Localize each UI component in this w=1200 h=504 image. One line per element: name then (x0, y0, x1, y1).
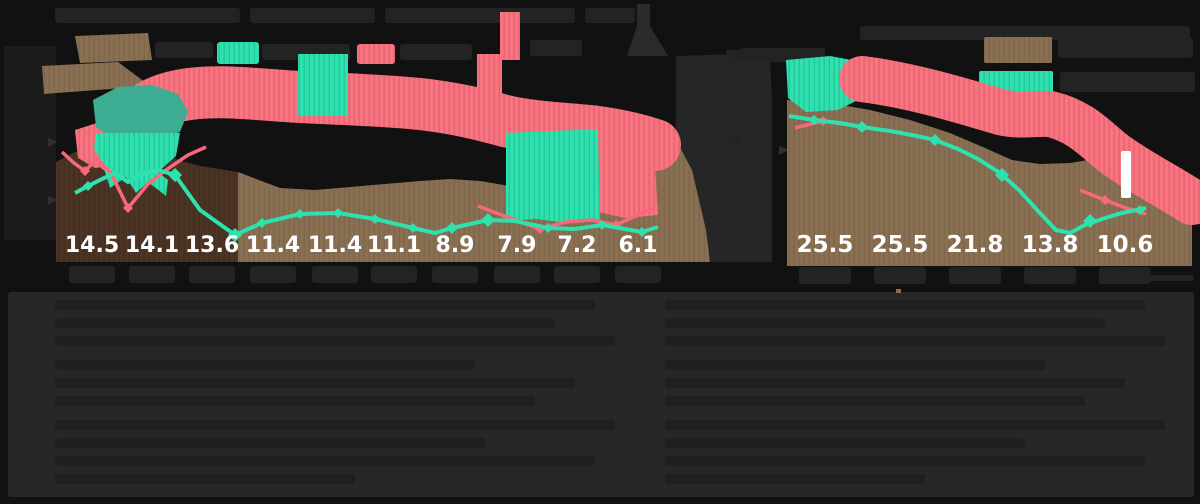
right-chart-teal-markers (809, 115, 1145, 228)
left-chart-brown-ribbon (42, 62, 150, 94)
annotation-arrow-shape (627, 4, 668, 56)
left-chart-teal-column (298, 54, 348, 116)
left-chart-pink-column-a (477, 54, 502, 134)
data-label: 11.4 (308, 233, 362, 258)
left-chart-brown-band (238, 140, 710, 262)
data-label: 21.8 (947, 232, 1004, 258)
axis-arrow-marks (48, 138, 789, 205)
left-chart-legend-swatch-pink (357, 44, 395, 64)
right-chart-xaxis-smudges (799, 267, 1194, 284)
data-label: 6.1 (619, 233, 658, 258)
right-chart-pink-label-band (839, 56, 1200, 225)
data-label: 13.8 (1022, 232, 1079, 258)
left-chart-teal-label-block (506, 129, 600, 223)
data-label: 8.9 (436, 233, 475, 258)
data-label: 10.6 (1097, 232, 1154, 258)
data-label: 25.5 (797, 232, 854, 258)
data-label: 25.5 (872, 232, 929, 258)
data-label: 11.1 (367, 233, 421, 258)
left-chart-legend-swatch-teal (217, 42, 259, 64)
right-chart-white-label-bar (1121, 151, 1131, 198)
footer-text-smudges (55, 300, 1165, 484)
data-label: 13.6 (185, 233, 239, 258)
left-chart-pink-label-column (596, 118, 658, 218)
data-label: 7.9 (498, 233, 537, 258)
title-text-smudges (55, 8, 1195, 92)
data-label: 11.4 (246, 233, 300, 258)
data-label: 14.5 (65, 233, 119, 258)
left-chart-teal-blob-dark (93, 85, 188, 141)
left-chart-legend-swatch-brown (75, 33, 152, 63)
footer-brown-speck (896, 289, 901, 293)
right-chart-data-labels: 25.5 25.5 21.8 13.8 10.6 (797, 232, 1154, 258)
left-chart-xaxis-smudges (69, 266, 661, 283)
left-chart-teal-markers (83, 168, 647, 242)
data-label: 14.1 (125, 233, 179, 258)
left-chart-pink-column-b (500, 12, 520, 60)
left-chart-data-labels: 14.5 14.1 13.6 11.4 11.4 11.1 8.9 7.9 7.… (65, 233, 658, 258)
right-chart-legend-swatch-brown (984, 37, 1052, 63)
data-label: 7.2 (558, 233, 597, 258)
